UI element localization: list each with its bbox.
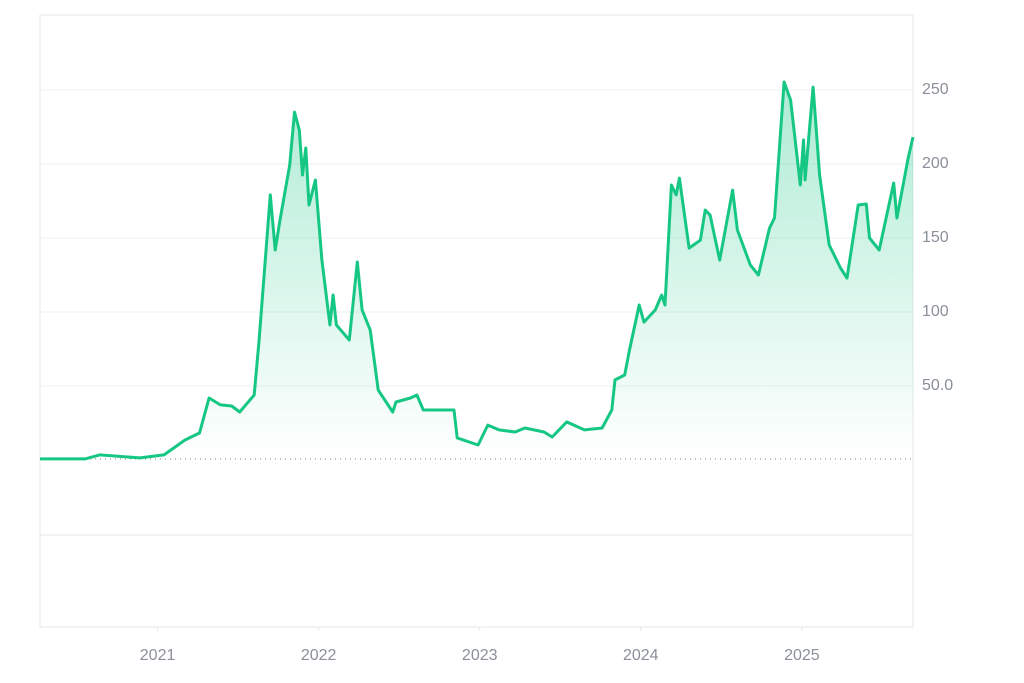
price-line bbox=[40, 80, 915, 461]
x-tick-label: 2021 bbox=[140, 647, 176, 664]
price-area bbox=[40, 82, 913, 459]
y-tick-label: 100 bbox=[922, 303, 949, 320]
y-tick-label: 150 bbox=[922, 229, 949, 246]
y-tick-label: 250 bbox=[922, 81, 949, 98]
x-tick-label: 2023 bbox=[462, 647, 498, 664]
x-tick-label: 2024 bbox=[623, 647, 659, 664]
x-tick-label: 2022 bbox=[301, 647, 337, 664]
x-tick-label: 2025 bbox=[784, 647, 820, 664]
y-tick-label: 200 bbox=[922, 155, 949, 172]
y-tick-label: 50.0 bbox=[922, 377, 953, 394]
